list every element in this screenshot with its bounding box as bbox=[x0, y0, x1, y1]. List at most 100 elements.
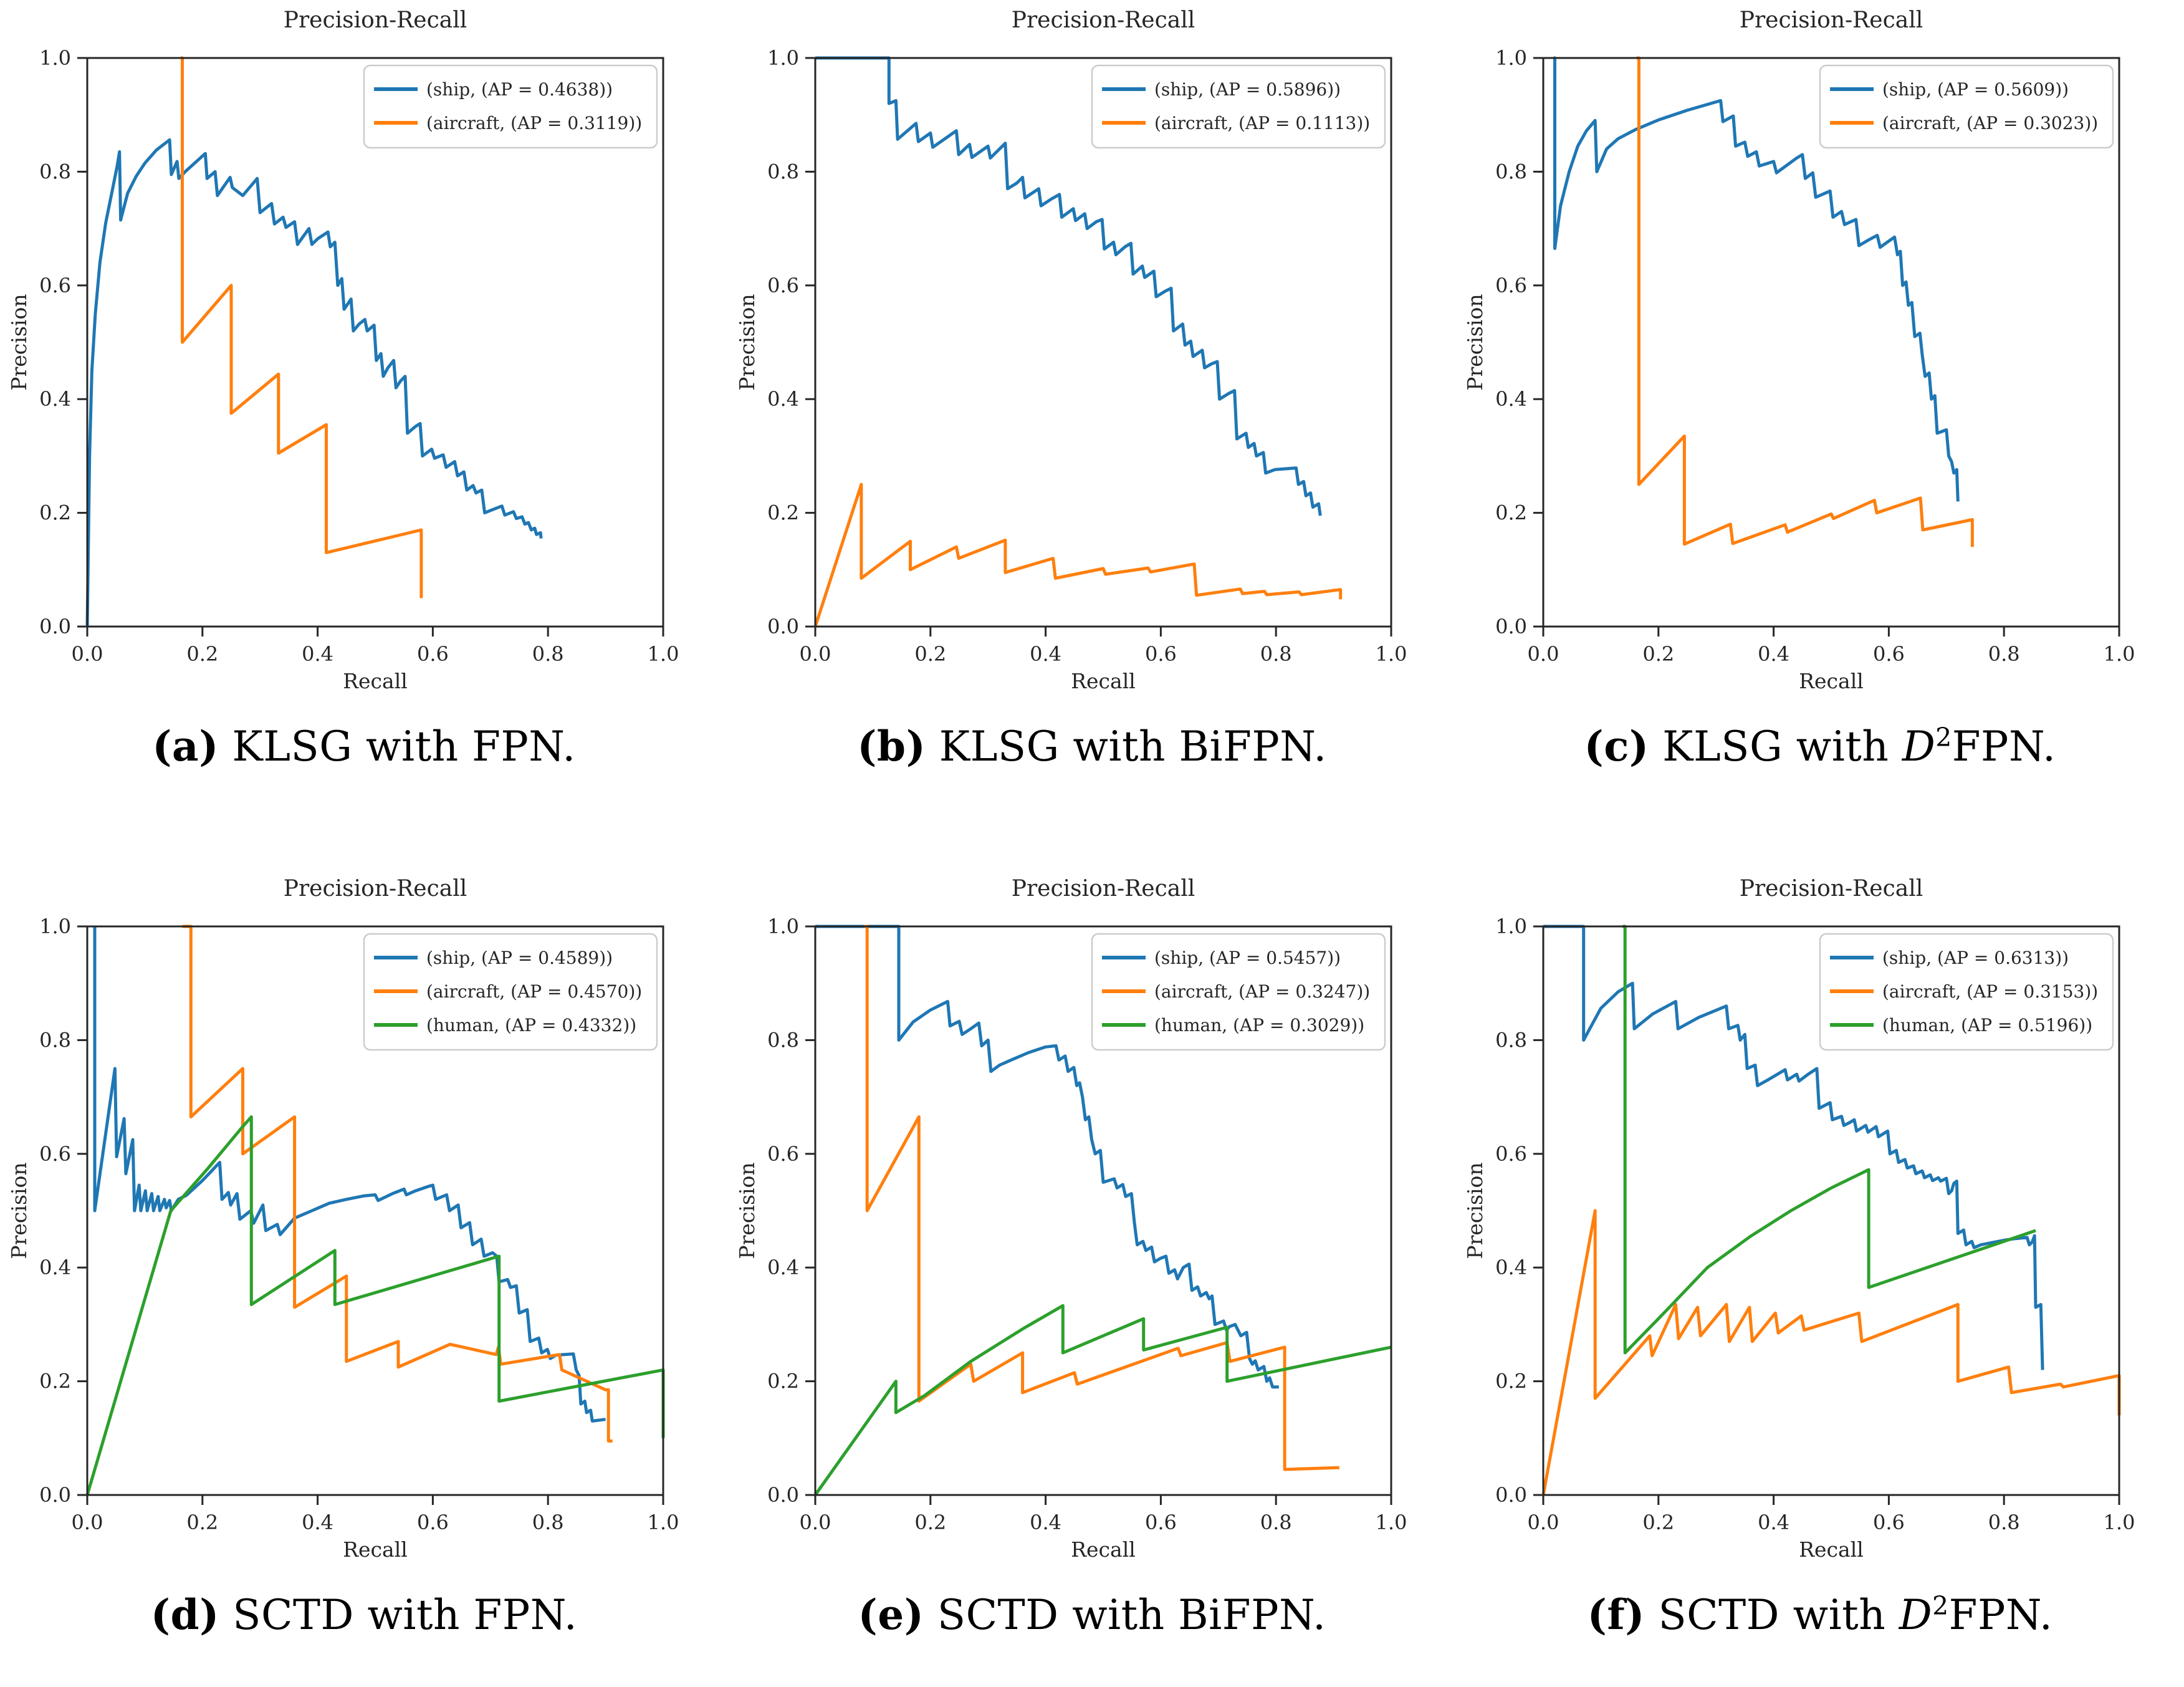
x-tick-label: 0.0 bbox=[1528, 1511, 1559, 1534]
panel-f: Precision-Recall 0.0 0.2 0.4 0.6 0.8 1.0 0.0 0.2… bbox=[1456, 868, 2184, 1687]
y-tick-label: 0.6 bbox=[39, 274, 71, 297]
plot-title: Precision-Recall bbox=[284, 876, 467, 901]
legend: (ship, (AP = 0.5457)) (aircraft, (AP = 0.… bbox=[1091, 933, 1386, 1051]
y-tick-label: 0.0 bbox=[1495, 1483, 1527, 1507]
plot-title: Precision-Recall bbox=[1740, 7, 1923, 33]
plot-border bbox=[86, 925, 664, 1496]
panel-c: Precision-Recall 0.0 0.2 0.4 0.6 0.8 1.0 0.0 0.2… bbox=[1456, 0, 2184, 868]
pr-curve-ship bbox=[815, 56, 1322, 516]
y-axis: 0.0 0.2 0.4 0.6 0.8 1.0 bbox=[1495, 915, 1543, 1507]
caption-token: D bbox=[1899, 1591, 1933, 1639]
y-tick-label: 0.2 bbox=[1495, 501, 1527, 525]
caption-e: (e) SCTD with BiFPN. bbox=[858, 1590, 1326, 1639]
pr-chart-d: Precision-Recall 0.0 0.2 0.4 0.6 0.8 1.0 0.0 0.2… bbox=[7, 876, 679, 1562]
legend-label-aircraft: (aircraft, (AP = 0.1113)) bbox=[1154, 113, 1370, 133]
caption-token: (a) bbox=[152, 722, 219, 771]
chart-canvas-a: Precision-Recall 0.0 0.2 0.4 0.6 0.8 1.0 0.0 0.2… bbox=[0, 0, 728, 711]
pr-curve-ship bbox=[1543, 925, 2044, 1370]
x-tick-label: 0.4 bbox=[1758, 642, 1789, 666]
x-tick-label: 0.8 bbox=[532, 1511, 564, 1534]
y-tick-label: 0.0 bbox=[39, 1483, 71, 1507]
y-axis-label: Precision bbox=[735, 294, 759, 390]
chart-canvas-f: Precision-Recall 0.0 0.2 0.4 0.6 0.8 1.0 0.0 0.2… bbox=[1456, 868, 2184, 1579]
caption-token: SCTD with FPN. bbox=[219, 1591, 578, 1639]
y-tick-label: 0.2 bbox=[767, 1370, 799, 1393]
y-tick-label: 1.0 bbox=[39, 915, 71, 938]
x-axis: 0.0 0.2 0.4 0.6 0.8 1.0 bbox=[800, 627, 1407, 666]
legend-label-aircraft: (aircraft, (AP = 0.3247)) bbox=[1154, 981, 1370, 1002]
x-tick-label: 0.4 bbox=[1758, 1511, 1789, 1534]
y-tick-label: 0.6 bbox=[767, 274, 799, 297]
y-tick-label: 0.6 bbox=[767, 1142, 799, 1166]
pr-chart-f: Precision-Recall 0.0 0.2 0.4 0.6 0.8 1.0 0.0 0.2… bbox=[1463, 876, 2135, 1562]
caption-token: (b) bbox=[857, 722, 926, 771]
y-axis-label: Precision bbox=[1463, 294, 1487, 390]
y-axis: 0.0 0.2 0.4 0.6 0.8 1.0 bbox=[39, 46, 87, 638]
x-tick-label: 0.6 bbox=[1873, 642, 1905, 666]
pr-curve-ship bbox=[1553, 56, 1960, 502]
y-tick-label: 0.4 bbox=[767, 387, 799, 411]
x-axis: 0.0 0.2 0.4 0.6 0.8 1.0 bbox=[72, 627, 679, 666]
y-tick-label: 1.0 bbox=[1495, 46, 1527, 70]
x-tick-label: 0.0 bbox=[72, 642, 103, 666]
y-tick-label: 0.8 bbox=[39, 1028, 71, 1052]
y-tick-label: 0.6 bbox=[1495, 274, 1527, 297]
legend-box bbox=[363, 64, 658, 149]
x-tick-label: 1.0 bbox=[2104, 1511, 2135, 1534]
y-tick-label: 0.2 bbox=[39, 1370, 71, 1393]
x-tick-label: 0.6 bbox=[1145, 642, 1177, 666]
plot-title: Precision-Recall bbox=[1012, 876, 1195, 901]
x-tick-label: 0.0 bbox=[72, 1511, 103, 1534]
x-tick-label: 0.8 bbox=[1988, 1511, 2020, 1534]
x-tick-label: 0.2 bbox=[1642, 1511, 1674, 1534]
x-tick-label: 0.6 bbox=[1145, 1511, 1177, 1534]
plot-border bbox=[86, 57, 664, 628]
pr-curve-aircraft bbox=[1541, 1209, 2121, 1496]
legend: (ship, (AP = 0.5896)) (aircraft, (AP = 0.… bbox=[1091, 64, 1386, 149]
legend-label-ship: (ship, (AP = 0.5457)) bbox=[1154, 948, 1341, 968]
panel-e: Precision-Recall 0.0 0.2 0.4 0.6 0.8 1.0 0.0 0.2… bbox=[728, 868, 1456, 1687]
x-tick-label: 0.4 bbox=[302, 1511, 333, 1534]
plot-border bbox=[814, 57, 1392, 628]
y-axis: 0.0 0.2 0.4 0.6 0.8 1.0 bbox=[767, 46, 815, 638]
y-tick-label: 0.0 bbox=[1495, 615, 1527, 638]
caption-token: SCTD with bbox=[1644, 1591, 1899, 1639]
caption-token: (e) bbox=[858, 1590, 924, 1639]
legend-box bbox=[363, 933, 658, 1051]
x-tick-label: 0.4 bbox=[1030, 642, 1061, 666]
y-tick-label: 0.8 bbox=[1495, 1028, 1527, 1052]
y-tick-label: 0.4 bbox=[39, 1256, 71, 1279]
caption-token: D bbox=[1902, 723, 1936, 771]
legend-label-human: (human, (AP = 0.4332)) bbox=[426, 1015, 636, 1036]
y-tick-label: 1.0 bbox=[767, 46, 799, 70]
pr-chart-b: Precision-Recall 0.0 0.2 0.4 0.6 0.8 1.0 0.0 0.2… bbox=[735, 7, 1407, 693]
plot-border bbox=[1542, 925, 2120, 1496]
x-axis-label: Recall bbox=[1071, 1537, 1136, 1562]
y-tick-label: 0.2 bbox=[767, 501, 799, 525]
caption-token: 2 bbox=[1932, 1591, 1949, 1621]
x-tick-label: 0.2 bbox=[186, 1511, 218, 1534]
x-axis-label: Recall bbox=[1799, 669, 1864, 693]
y-axis-label: Precision bbox=[735, 1162, 759, 1259]
caption-token: KLSG with bbox=[1649, 723, 1902, 771]
caption-b: (b) KLSG with BiFPN. bbox=[857, 723, 1327, 771]
chart-canvas-b: Precision-Recall 0.0 0.2 0.4 0.6 0.8 1.0 0.0 0.2… bbox=[728, 0, 1456, 711]
caption-token: (c) bbox=[1584, 722, 1649, 771]
y-axis-label: Precision bbox=[1463, 1162, 1487, 1259]
plot-title: Precision-Recall bbox=[1740, 876, 1923, 901]
legend-label-ship: (ship, (AP = 0.5609)) bbox=[1882, 79, 2069, 100]
y-tick-label: 0.8 bbox=[39, 160, 71, 183]
caption-token: (d) bbox=[150, 1590, 219, 1639]
x-tick-label: 0.2 bbox=[1642, 642, 1674, 666]
caption-c: (c) KLSG with D2FPN. bbox=[1584, 723, 2056, 771]
x-axis: 0.0 0.2 0.4 0.6 0.8 1.0 bbox=[1528, 627, 2135, 666]
legend-label-ship: (ship, (AP = 0.5896)) bbox=[1154, 79, 1341, 100]
pr-chart-a: Precision-Recall 0.0 0.2 0.4 0.6 0.8 1.0 0.0 0.2… bbox=[7, 7, 679, 693]
legend-label-human: (human, (AP = 0.5196)) bbox=[1882, 1015, 2092, 1036]
y-axis: 0.0 0.2 0.4 0.6 0.8 1.0 bbox=[1495, 46, 1543, 638]
plot-title: Precision-Recall bbox=[1012, 7, 1195, 33]
caption-d: (d) SCTD with FPN. bbox=[150, 1590, 578, 1639]
y-tick-label: 0.2 bbox=[1495, 1370, 1527, 1393]
pr-curve-human bbox=[1622, 925, 2036, 1355]
